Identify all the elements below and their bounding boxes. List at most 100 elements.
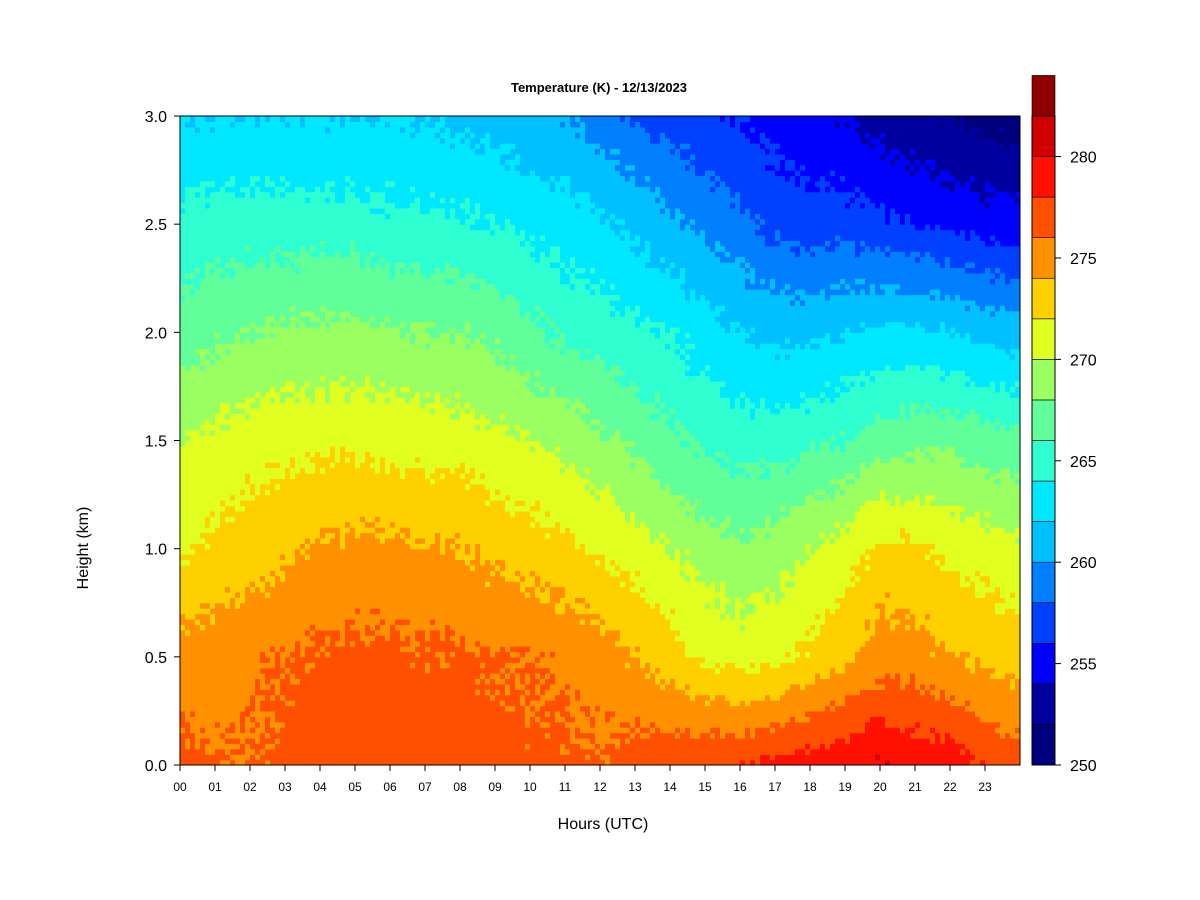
heatmap-cell	[270, 668, 276, 674]
heatmap-cell	[305, 284, 311, 290]
heatmap-cell	[325, 668, 331, 674]
heatmap-cell	[180, 543, 186, 549]
heatmap-cell	[210, 451, 216, 457]
heatmap-cell	[350, 251, 356, 257]
heatmap-cell	[340, 651, 346, 657]
heatmap-cell	[195, 305, 201, 311]
heatmap-cell	[350, 635, 356, 641]
heatmap-cell	[360, 695, 366, 701]
heatmap-cell	[380, 132, 386, 138]
heatmap-cell	[260, 186, 266, 192]
heatmap-cell	[235, 565, 241, 571]
heatmap-cell	[385, 522, 391, 528]
heatmap-cell	[380, 159, 386, 165]
heatmap-cell	[285, 549, 291, 555]
heatmap-cell	[305, 527, 311, 533]
heatmap-cell	[285, 294, 291, 300]
heatmap-cell	[195, 608, 201, 614]
heatmap-cell	[190, 505, 196, 511]
heatmap-cell	[230, 478, 236, 484]
heatmap-cell	[335, 635, 341, 641]
heatmap-cell	[315, 192, 321, 198]
heatmap-cell	[385, 495, 391, 501]
heatmap-cell	[320, 197, 326, 203]
heatmap-cell	[215, 527, 221, 533]
heatmap-cell	[340, 451, 346, 457]
heatmap-cell	[270, 392, 276, 398]
heatmap-cell	[295, 565, 301, 571]
heatmap-cell	[350, 305, 356, 311]
heatmap-cell	[350, 603, 356, 609]
heatmap-cell	[220, 527, 226, 533]
heatmap-cell	[260, 381, 266, 387]
heatmap-cell	[185, 278, 191, 284]
heatmap-cell	[195, 343, 201, 349]
heatmap-cell	[180, 419, 186, 425]
heatmap-cell	[315, 711, 321, 717]
heatmap-cell	[265, 267, 271, 273]
heatmap-cell	[270, 727, 276, 733]
heatmap-cell	[355, 624, 361, 630]
heatmap-cell	[285, 424, 291, 430]
heatmap-cell	[320, 322, 326, 328]
heatmap-cell	[195, 706, 201, 712]
heatmap-cell	[275, 419, 281, 425]
heatmap-cell	[340, 413, 346, 419]
heatmap-cell	[370, 354, 376, 360]
heatmap-cell	[245, 565, 251, 571]
heatmap-cell	[340, 381, 346, 387]
heatmap-cell	[250, 570, 256, 576]
heatmap-cell	[275, 327, 281, 333]
heatmap-cell	[240, 219, 246, 225]
heatmap-cell	[310, 603, 316, 609]
heatmap-cell	[195, 349, 201, 355]
heatmap-cell	[370, 549, 376, 555]
heatmap-cell	[330, 419, 336, 425]
heatmap-cell	[385, 451, 391, 457]
heatmap-cell	[330, 678, 336, 684]
heatmap-cell	[215, 413, 221, 419]
heatmap-cell	[255, 322, 261, 328]
heatmap-cell	[385, 565, 391, 571]
heatmap-cell	[200, 408, 206, 414]
heatmap-cell	[250, 489, 256, 495]
heatmap-cell	[375, 230, 381, 236]
heatmap-cell	[210, 543, 216, 549]
heatmap-cell	[295, 478, 301, 484]
heatmap-cell	[275, 684, 281, 690]
heatmap-cell	[250, 332, 256, 338]
heatmap-cell	[360, 711, 366, 717]
heatmap-cell	[355, 430, 361, 436]
heatmap-cell	[270, 592, 276, 598]
heatmap-cell	[265, 527, 271, 533]
heatmap-cell	[285, 614, 291, 620]
heatmap-cell	[180, 300, 186, 306]
heatmap-cell	[275, 543, 281, 549]
heatmap-cell	[180, 446, 186, 452]
heatmap-cell	[180, 408, 186, 414]
heatmap-cell	[245, 127, 251, 133]
heatmap-cell	[325, 706, 331, 712]
heatmap-cell	[230, 327, 236, 333]
heatmap-cell	[310, 706, 316, 712]
heatmap-cell	[340, 689, 346, 695]
heatmap-cell	[255, 284, 261, 290]
heatmap-cell	[295, 484, 301, 490]
heatmap-cell	[195, 559, 201, 565]
heatmap-cell	[205, 300, 211, 306]
heatmap-cell	[185, 576, 191, 582]
heatmap-cell	[335, 224, 341, 230]
heatmap-cell	[240, 706, 246, 712]
heatmap-cell	[290, 543, 296, 549]
heatmap-cell	[260, 592, 266, 598]
heatmap-cell	[355, 267, 361, 273]
heatmap-cell	[195, 192, 201, 198]
heatmap-cell	[235, 159, 241, 165]
heatmap-cell	[215, 630, 221, 636]
heatmap-cell	[230, 143, 236, 149]
heatmap-cell	[270, 473, 276, 479]
heatmap-cell	[260, 311, 266, 317]
heatmap-cell	[360, 181, 366, 187]
heatmap-cell	[220, 646, 226, 652]
heatmap-cell	[240, 743, 246, 749]
